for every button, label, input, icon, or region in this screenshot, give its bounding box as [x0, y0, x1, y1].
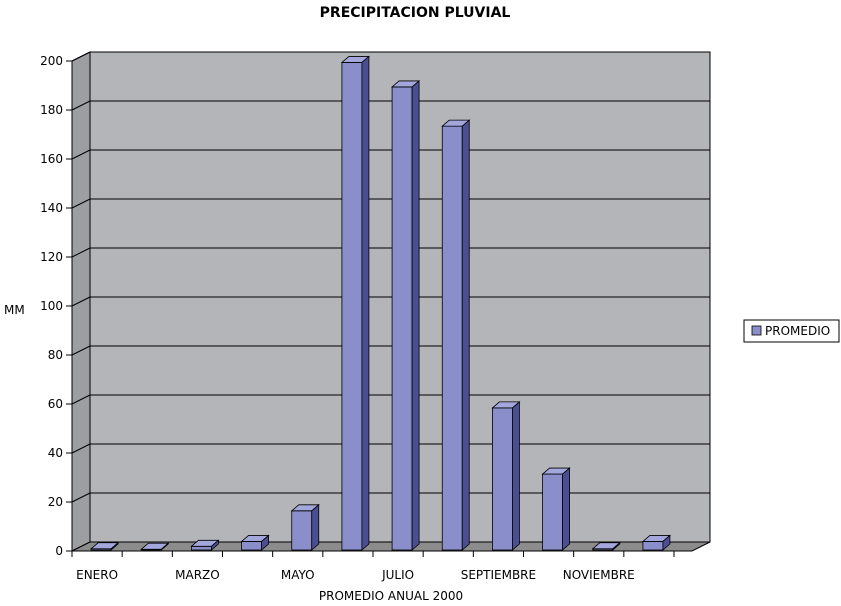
bar-side [512, 401, 520, 551]
bar-side [211, 539, 219, 551]
bar [190, 539, 220, 551]
y-tick-label: 120 [40, 250, 63, 264]
chart-title: PRECIPITACION PLUVIAL [320, 5, 511, 21]
y-tick-label: 40 [48, 446, 63, 460]
legend: PROMEDIO [743, 319, 840, 343]
bar [290, 503, 320, 551]
bar-front [542, 473, 563, 551]
bar-front [391, 86, 413, 551]
y-tick-label: 60 [48, 397, 63, 411]
bar-side [411, 80, 420, 551]
gridline-diagonal [71, 198, 91, 209]
legend-box [743, 319, 840, 343]
y-tick-label: 100 [40, 299, 63, 313]
bar-front [291, 510, 313, 551]
x-tick-label: SEPTIEMBRE [461, 568, 536, 582]
bar [90, 541, 120, 551]
bar [240, 534, 270, 551]
bar [340, 55, 370, 551]
bar [491, 401, 521, 551]
y-axis-label: MM [4, 303, 25, 317]
x-tick-label: NOVIEMBRE [563, 568, 635, 582]
bar-front [191, 545, 212, 551]
gridline-diagonal [71, 100, 91, 111]
x-tick-label: MAYO [281, 568, 315, 582]
gridline-diagonal [71, 51, 91, 62]
legend-swatch [751, 325, 762, 336]
bar-front [341, 62, 363, 551]
bar [391, 80, 421, 551]
x-tick-label: ENERO [76, 568, 118, 582]
bar-side [461, 119, 470, 551]
bar-front [441, 125, 463, 551]
x-axis-label: PROMEDIO ANUAL 2000 [319, 589, 463, 603]
bar [641, 534, 671, 551]
bar-side [110, 541, 119, 551]
bars [90, 55, 671, 551]
y-tick-label: 80 [48, 348, 63, 362]
x-tick-label: JULIO [381, 568, 414, 582]
bar-front [492, 407, 513, 551]
plot-walls [71, 51, 711, 552]
bar-side [160, 542, 169, 551]
bar [541, 467, 571, 551]
bar [140, 542, 170, 551]
gridline-diagonal [71, 296, 91, 307]
y-tick-label: 180 [40, 103, 63, 117]
legend-label: PROMEDIO [765, 324, 830, 338]
bar [441, 119, 471, 551]
bar-side [311, 503, 320, 551]
gridline-diagonal [71, 149, 91, 160]
y-tick-label: 20 [48, 495, 63, 509]
y-tick-label: 0 [55, 544, 63, 558]
bar-side [612, 541, 621, 551]
x-axis: ENERO MARZO MAYO JULIO SEPTIEMBRE NOVIEMBRE [71, 550, 675, 582]
x-tick-label: MARZO [175, 568, 220, 582]
gridline-diagonal [71, 492, 91, 503]
bar [591, 541, 621, 551]
gridline-diagonal [71, 394, 91, 405]
bar-front [241, 541, 262, 551]
bar-side [361, 55, 370, 551]
y-tick-label: 160 [40, 152, 63, 166]
gridline-diagonal [71, 443, 91, 454]
bar-side [261, 534, 269, 551]
y-axis: 0 20 40 60 80 100 120 140 160 180 200 [40, 54, 73, 558]
gridline-diagonal [71, 345, 91, 356]
bar-front [642, 541, 664, 551]
bar-side [662, 534, 671, 551]
bar-side [562, 467, 570, 551]
gridline-diagonal [71, 247, 91, 258]
y-tick-label: 140 [40, 201, 63, 215]
y-tick-label: 200 [40, 54, 63, 68]
